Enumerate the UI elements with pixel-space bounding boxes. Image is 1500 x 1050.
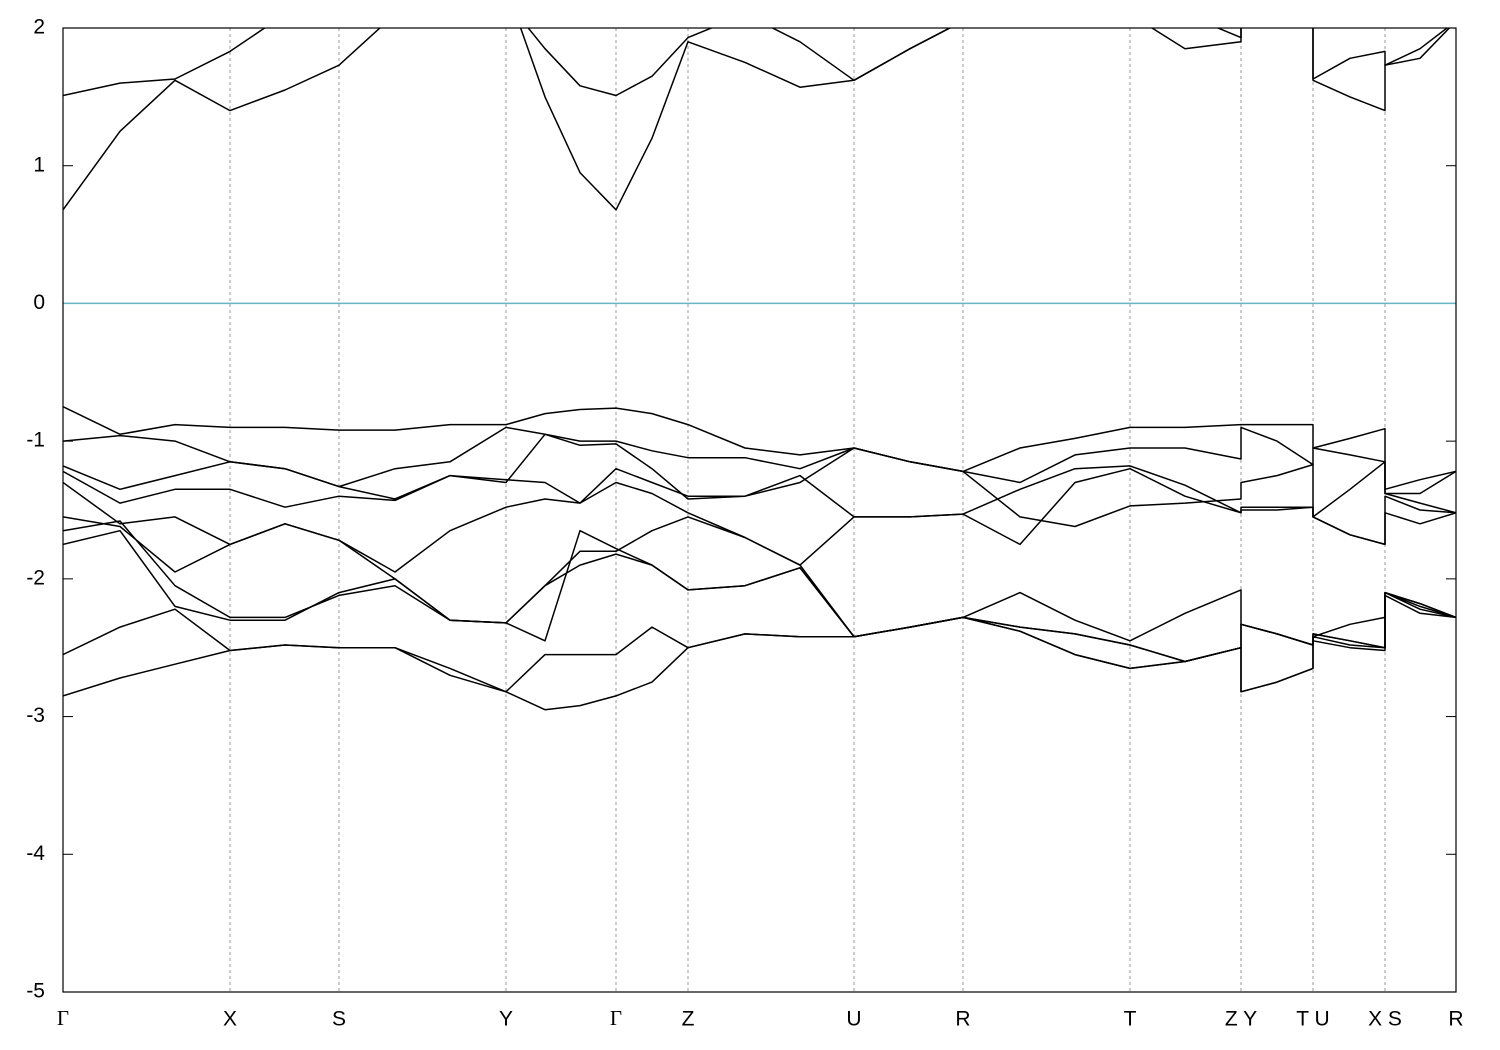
band-line — [63, 594, 1456, 711]
x-tick-label: R — [1448, 1008, 1463, 1031]
y-tick-label: 0 — [33, 291, 45, 314]
x-tick-label: X S — [1368, 1008, 1402, 1031]
x-tick-label: R — [955, 1008, 970, 1031]
y-tick-label: 1 — [33, 153, 45, 176]
y-tick-label: -1 — [26, 429, 45, 452]
x-tick-label: T U — [1296, 1008, 1329, 1031]
band-line — [63, 433, 1456, 528]
band-line — [63, 465, 1456, 573]
band-line — [63, 467, 1456, 546]
y-tick-label: -4 — [26, 842, 45, 865]
band-line — [63, 426, 1456, 495]
x-tick-label: T — [1124, 1008, 1137, 1031]
x-tick-label: Y — [499, 1008, 513, 1031]
band-line — [63, 516, 1456, 663]
x-tick-label: Γ — [57, 1006, 69, 1030]
y-tick-label: -5 — [26, 980, 45, 1003]
plot-area — [63, 28, 1456, 711]
x-tick-label: U — [846, 1008, 861, 1031]
x-tick-label: Γ — [610, 1006, 622, 1030]
band-line — [63, 529, 1456, 663]
x-tick-label: Z — [682, 1008, 695, 1031]
x-tick-label: S — [332, 1008, 346, 1031]
band-line — [63, 406, 1456, 491]
x-tick-label: X — [223, 1008, 237, 1031]
label-layer: 2 1 0 -1 -2 -3 -4 -5 Γ X S Y Γ Z U R T Z Y T U X S R — [26, 16, 1463, 1031]
band-line — [63, 591, 1456, 693]
x-tick-label: Z Y — [1225, 1008, 1257, 1031]
y-tick-label: -3 — [26, 704, 45, 727]
y-tick-label: -2 — [26, 566, 45, 589]
band-line — [63, 28, 1451, 211]
band-line — [63, 28, 1449, 97]
y-tick-label: 2 — [33, 16, 45, 39]
plot-frame — [62, 27, 1457, 993]
